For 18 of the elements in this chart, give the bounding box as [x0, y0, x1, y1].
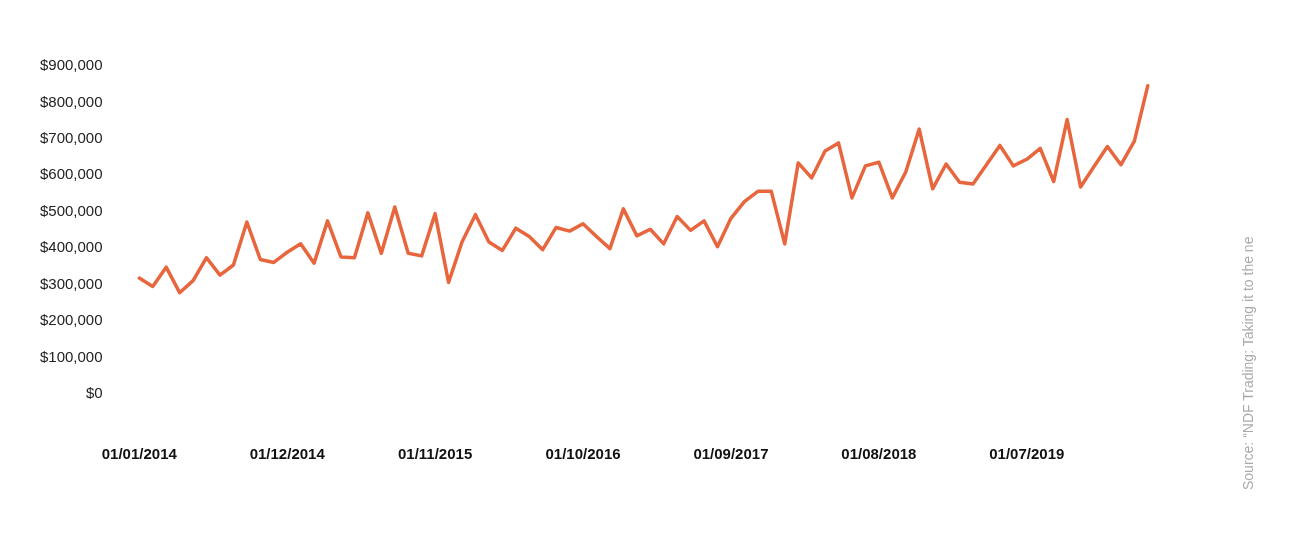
y-tick-label: $800,000 — [39, 92, 103, 110]
x-tick-label: 01/11/2015 — [397, 445, 473, 463]
y-tick-label: $500,000 — [39, 201, 103, 219]
x-tick-label: 01/09/2017 — [693, 445, 769, 463]
y-tick-label: $700,000 — [39, 129, 103, 147]
source-note: Source: “NDF Trading: Taking it to the ne — [1240, 236, 1256, 490]
y-tick-label: $900,000 — [39, 56, 103, 74]
x-tick-label: 01/12/2014 — [249, 445, 326, 463]
y-tick-label: $300,000 — [39, 274, 103, 292]
x-tick-label: 01/01/2014 — [101, 445, 178, 463]
y-tick-label: $100,000 — [39, 347, 103, 365]
y-tick-label: $0 — [85, 384, 103, 402]
y-tick-label: $200,000 — [39, 311, 103, 329]
x-tick-label: 01/07/2019 — [989, 445, 1065, 463]
x-tick-label: 01/08/2018 — [841, 445, 917, 463]
y-tick-label: $400,000 — [39, 238, 103, 256]
x-tick-label: 01/10/2016 — [545, 445, 621, 463]
y-tick-label: $600,000 — [39, 165, 103, 183]
